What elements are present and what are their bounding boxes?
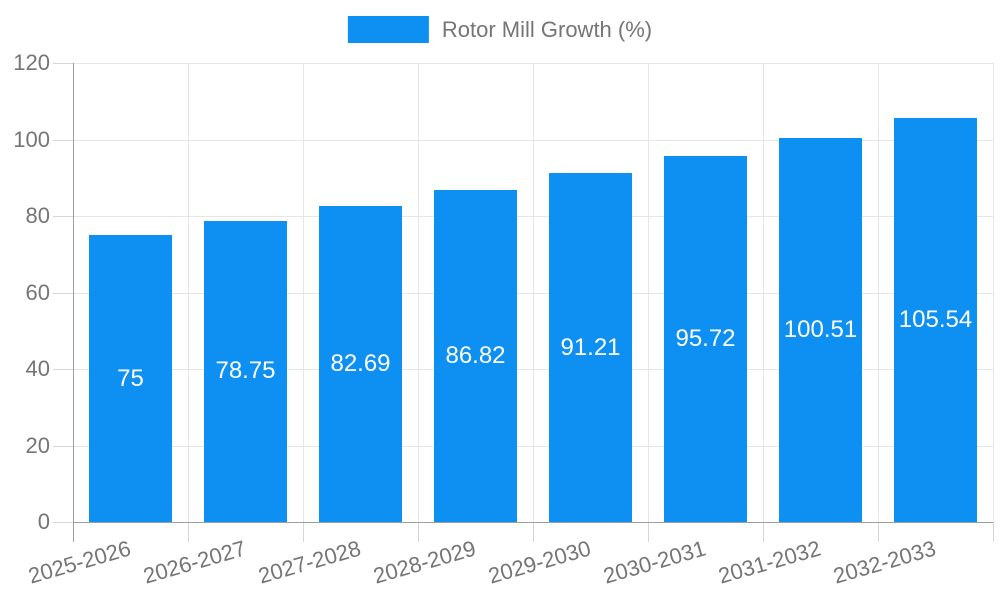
v-gridline bbox=[763, 63, 764, 522]
x-axis-label: 2032-2033 bbox=[830, 535, 939, 589]
x-axis-label: 2027-2028 bbox=[255, 535, 364, 589]
x-tick bbox=[993, 522, 994, 542]
bar bbox=[319, 205, 402, 522]
y-tick bbox=[53, 292, 73, 294]
legend-label: Rotor Mill Growth (%) bbox=[441, 17, 653, 42]
x-tick bbox=[648, 522, 649, 542]
v-gridline bbox=[993, 63, 994, 522]
v-gridline bbox=[188, 63, 189, 522]
bar-value-label: 95.72 bbox=[675, 324, 736, 352]
bar-value-label: 100.51 bbox=[783, 315, 858, 343]
x-axis-label: 2026-2027 bbox=[140, 535, 249, 589]
x-tick bbox=[878, 522, 879, 542]
y-tick bbox=[53, 63, 73, 64]
y-tick bbox=[53, 139, 73, 141]
bar-value-label: 105.54 bbox=[898, 306, 973, 334]
v-gridline bbox=[533, 63, 534, 522]
x-axis-label: 2028-2029 bbox=[370, 535, 479, 589]
y-axis-label: 80 bbox=[25, 203, 50, 228]
bar bbox=[664, 155, 747, 522]
x-axis-label: 2030-2031 bbox=[600, 535, 709, 589]
x-tick bbox=[763, 522, 764, 542]
y-axis-label: 100 bbox=[13, 126, 50, 152]
bar bbox=[434, 189, 517, 522]
x-tick bbox=[303, 522, 304, 542]
v-gridline bbox=[648, 63, 649, 522]
y-axis-label: 40 bbox=[25, 356, 50, 381]
x-tick bbox=[533, 522, 534, 542]
x-axis-line bbox=[73, 522, 993, 523]
legend-swatch bbox=[347, 16, 429, 43]
bar-value-label: 75 bbox=[117, 364, 144, 392]
y-tick bbox=[53, 522, 73, 523]
y-tick bbox=[53, 369, 73, 370]
bar bbox=[549, 173, 632, 522]
v-gridline bbox=[303, 63, 304, 522]
y-axis-line bbox=[73, 63, 74, 542]
v-gridline bbox=[878, 63, 879, 522]
bar-value-label: 86.82 bbox=[445, 341, 506, 369]
x-axis-label: 2031-2032 bbox=[715, 535, 824, 589]
bar-value-label: 91.21 bbox=[560, 333, 621, 361]
y-axis-label: 0 bbox=[37, 509, 50, 534]
y-axis-label: 20 bbox=[25, 432, 50, 458]
bar bbox=[204, 220, 287, 522]
y-axis-label: 60 bbox=[25, 279, 50, 305]
bar bbox=[894, 118, 977, 522]
bar-value-label: 78.75 bbox=[215, 357, 276, 385]
x-axis-label: 2029-2030 bbox=[485, 535, 594, 589]
x-tick bbox=[418, 522, 419, 542]
v-gridline bbox=[418, 63, 419, 522]
x-axis-label: 2025-2026 bbox=[25, 535, 134, 589]
bar-value-label: 82.69 bbox=[330, 349, 391, 377]
y-tick bbox=[53, 216, 73, 217]
y-axis-label: 120 bbox=[13, 50, 50, 75]
y-tick bbox=[53, 445, 73, 447]
x-tick bbox=[188, 522, 189, 542]
bar bbox=[779, 137, 862, 522]
chart-legend: Rotor Mill Growth (%) bbox=[347, 16, 653, 43]
bar bbox=[89, 235, 172, 522]
